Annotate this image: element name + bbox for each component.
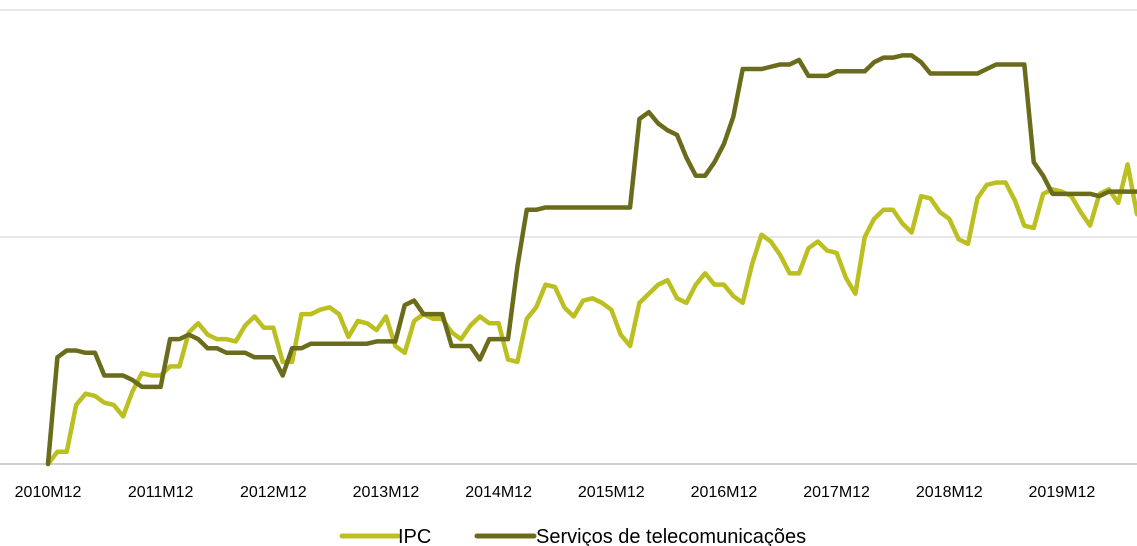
x-tick-label: 2015M12 [578,484,645,501]
x-tick-label: 2013M12 [353,484,420,501]
x-tick-label: 2010M12 [15,484,82,501]
x-tick-label: 2016M12 [691,484,758,501]
series-lines [45,53,1137,467]
x-tick-label: 2014M12 [465,484,532,501]
legend-label: IPC [398,526,431,546]
x-axis-tick-labels: 2010M12 2011M12 2012M12 2013M12 2014M12 2015M… [15,484,1096,501]
legend: IPC Serviços de telecomunicações [339,526,806,546]
x-tick-label: 2018M12 [916,484,983,501]
series-line-telecom [45,53,1137,467]
legend-label: Serviços de telecomunicações [536,526,806,546]
gridlines [0,9,1137,465]
x-tick-label: 2017M12 [803,484,870,501]
series-line-ipc [45,162,1137,467]
x-tick-label: 2012M12 [240,484,307,501]
x-tick-label: 2019M12 [1029,484,1096,501]
x-tick-label: 2011M12 [128,484,194,501]
